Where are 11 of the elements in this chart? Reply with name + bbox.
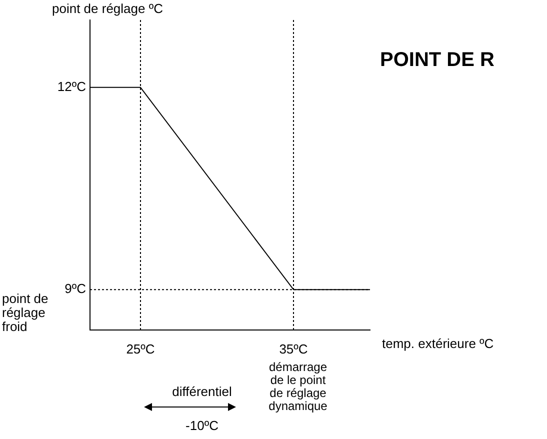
y-tick-label: 12ºC [57,78,86,94]
text: -10ºC [186,418,218,433]
x-axis-title: temp. extérieure ºC [382,336,494,351]
text: point de réglage froid [2,291,48,334]
text: démarrage de le point de réglage dynamique [268,360,328,413]
y-tick-label: 9ºC [64,281,86,296]
text: différentiel [172,384,232,399]
x-tick-label: 25ºC [126,341,155,356]
text: POINT DE R [380,49,496,71]
y-axis-title: point de réglage ºC [52,1,163,16]
x-tick-label: 35ºC [279,341,308,356]
